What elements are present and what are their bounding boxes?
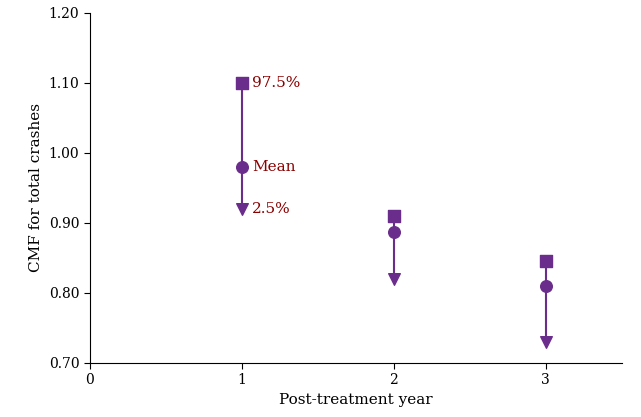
Point (388, 229, 399, 236)
Text: 97.5%: 97.5% (253, 75, 301, 90)
Point (237, 164, 247, 171)
Point (540, 339, 551, 345)
Point (237, 79, 247, 86)
Point (540, 258, 551, 264)
Point (540, 282, 551, 289)
Text: Mean: Mean (253, 160, 296, 174)
Point (388, 212, 399, 219)
Text: 2.5%: 2.5% (253, 202, 291, 216)
Point (388, 275, 399, 282)
X-axis label: Post-treatment year: Post-treatment year (279, 393, 433, 407)
Point (237, 205, 247, 212)
Y-axis label: CMF for total crashes: CMF for total crashes (29, 103, 43, 272)
